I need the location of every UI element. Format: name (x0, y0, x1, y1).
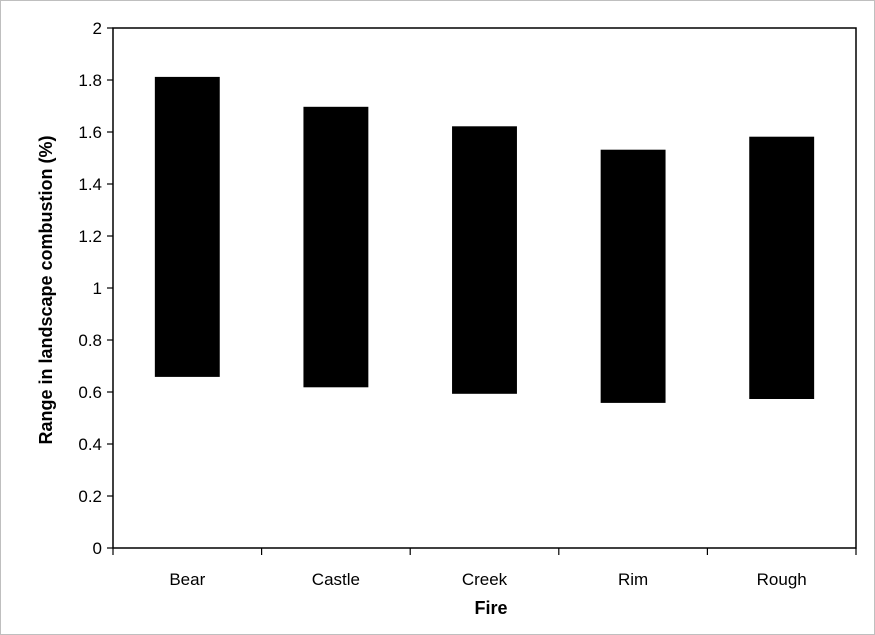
y-tick-label: 0.2 (78, 487, 102, 506)
y-tick-label: 1.8 (78, 71, 102, 90)
y-tick-label: 2 (93, 19, 102, 38)
y-tick-label: 0.8 (78, 331, 102, 350)
y-tick-label: 0 (93, 539, 102, 558)
y-axis: 0 0.2 0.4 0.6 0.8 1 1.2 1.4 1.6 1.8 2 (78, 19, 113, 558)
x-axis: Bear Castle Creek Rim Rough (112, 548, 857, 589)
range-bar-creek (452, 126, 517, 394)
y-axis-title: Range in landscape combustion (%) (36, 135, 56, 444)
x-tick-label: Creek (462, 570, 508, 589)
range-bar-castle (303, 106, 369, 388)
x-tick-label: Castle (312, 570, 360, 589)
x-tick-label: Rough (757, 570, 807, 589)
y-tick-label: 1.2 (78, 227, 102, 246)
y-tick-label: 0.6 (78, 383, 102, 402)
y-tick-label: 1.6 (78, 123, 102, 142)
range-bar-rough (749, 136, 815, 399)
x-tick-label: Bear (169, 570, 205, 589)
x-axis-title: Fire (474, 598, 507, 618)
bars (154, 76, 815, 403)
x-tick-label: Rim (618, 570, 648, 589)
y-tick-label: 1.4 (78, 175, 102, 194)
range-bar-rim (600, 149, 666, 403)
y-tick-label: 0.4 (78, 435, 102, 454)
y-tick-label: 1 (93, 279, 102, 298)
range-bar-bear (154, 76, 220, 377)
